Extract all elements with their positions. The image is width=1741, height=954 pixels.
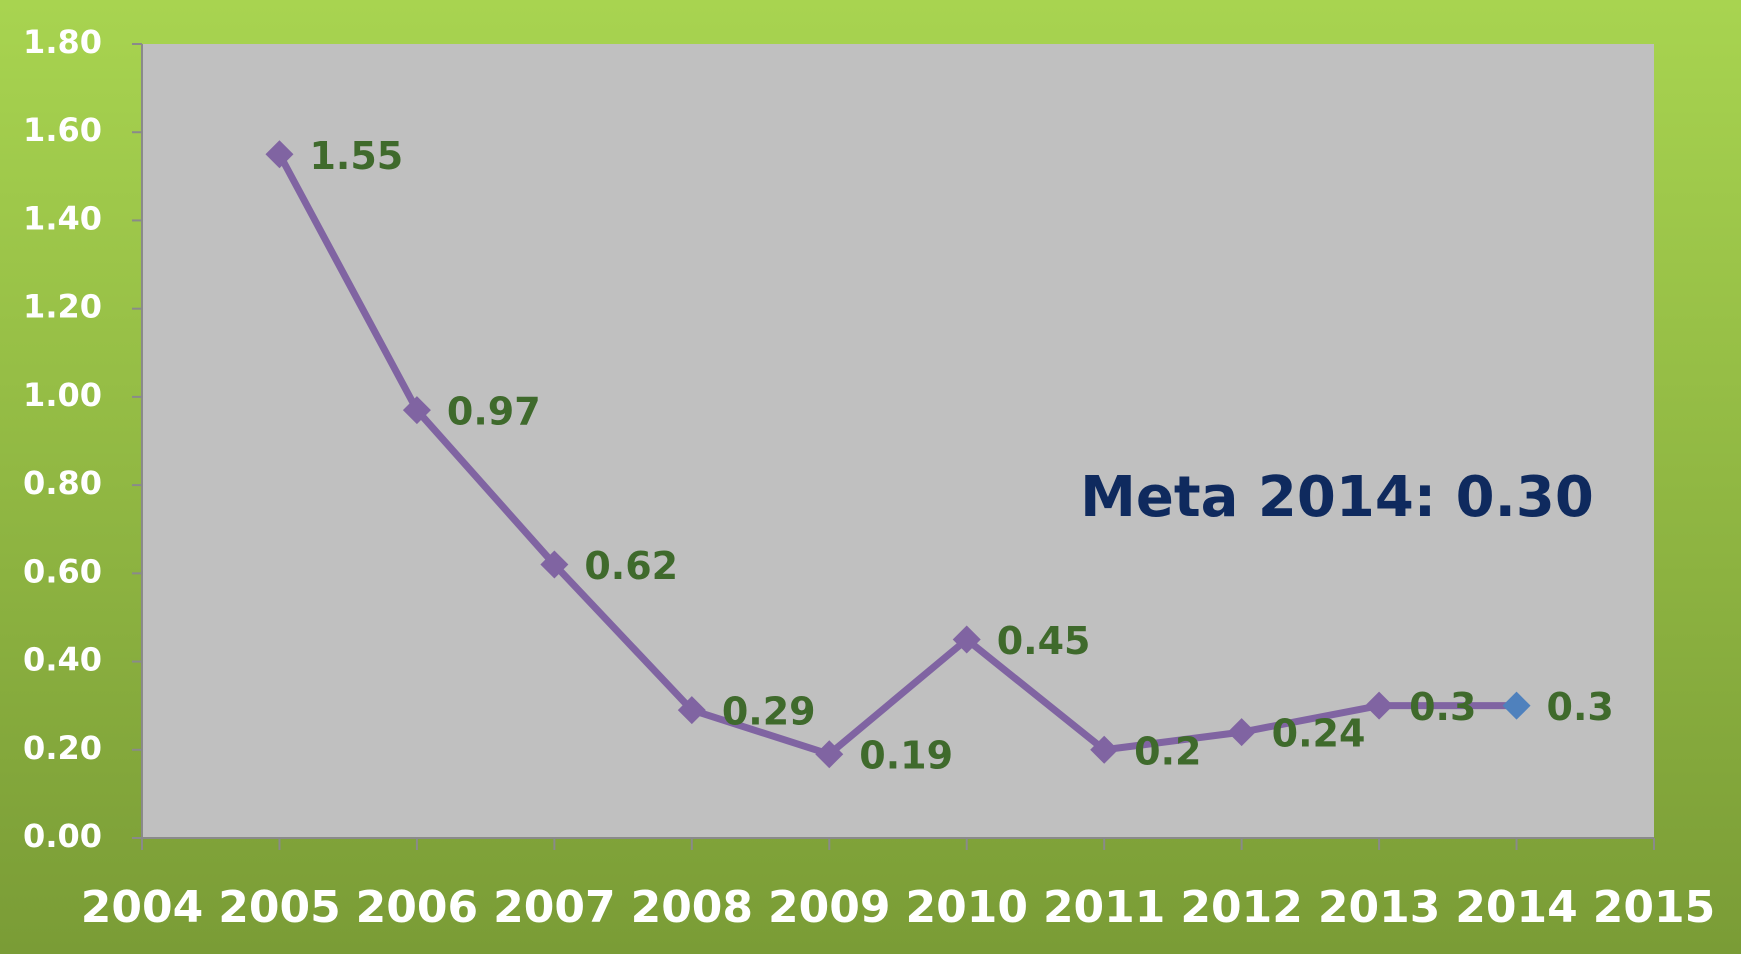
x-tick-label: 2005 — [218, 882, 340, 933]
y-tick-label: 1.20 — [23, 288, 102, 326]
marker — [952, 625, 981, 654]
marker — [1227, 718, 1256, 747]
data-label: 1.55 — [309, 134, 403, 178]
data-label: 0.3 — [1547, 685, 1614, 729]
x-tick-label: 2010 — [905, 882, 1027, 933]
x-tick-label: 2004 — [81, 882, 203, 933]
x-tick-label: 2006 — [356, 882, 478, 933]
y-tick-label: 1.00 — [23, 376, 102, 414]
y-tick-label: 0.00 — [23, 817, 102, 855]
line — [276, 152, 1517, 758]
marker — [1090, 735, 1119, 764]
x-tick-label: 2015 — [1593, 882, 1715, 933]
marker — [540, 550, 569, 579]
data-label: 0.62 — [584, 544, 678, 588]
data-label: 0.45 — [997, 619, 1091, 663]
data-label: 0.24 — [1272, 712, 1366, 756]
marker — [1365, 691, 1394, 720]
y-tick-label: 1.40 — [23, 199, 102, 237]
marker — [1502, 691, 1531, 720]
x-tick-label: 2014 — [1455, 882, 1577, 933]
data-label: 0.2 — [1134, 729, 1201, 773]
marker — [815, 740, 844, 769]
data-label: 0.3 — [1409, 685, 1476, 729]
x-tick-label: 2007 — [493, 882, 615, 933]
marker — [265, 140, 294, 169]
data-label: 0.97 — [447, 390, 541, 434]
x-tick-label: 2012 — [1180, 882, 1302, 933]
x-tick-label: 2008 — [631, 882, 753, 933]
annotation: Meta 2014: 0.30 — [1080, 465, 1594, 530]
y-tick-label: 0.80 — [23, 464, 102, 502]
data-label: 0.19 — [859, 734, 953, 778]
y-tick-label: 0.40 — [23, 641, 102, 679]
x-tick-label: 2009 — [768, 882, 890, 933]
y-tick-label: 1.60 — [23, 111, 102, 149]
y-tick-label: 0.20 — [23, 729, 102, 767]
marker — [402, 396, 431, 425]
x-tick-label: 2013 — [1318, 882, 1440, 933]
x-tick-label: 2011 — [1043, 882, 1165, 933]
y-tick-label: 1.80 — [23, 23, 102, 61]
data-label: 0.29 — [722, 690, 816, 734]
y-tick-label: 0.60 — [23, 552, 102, 590]
marker — [677, 696, 706, 725]
